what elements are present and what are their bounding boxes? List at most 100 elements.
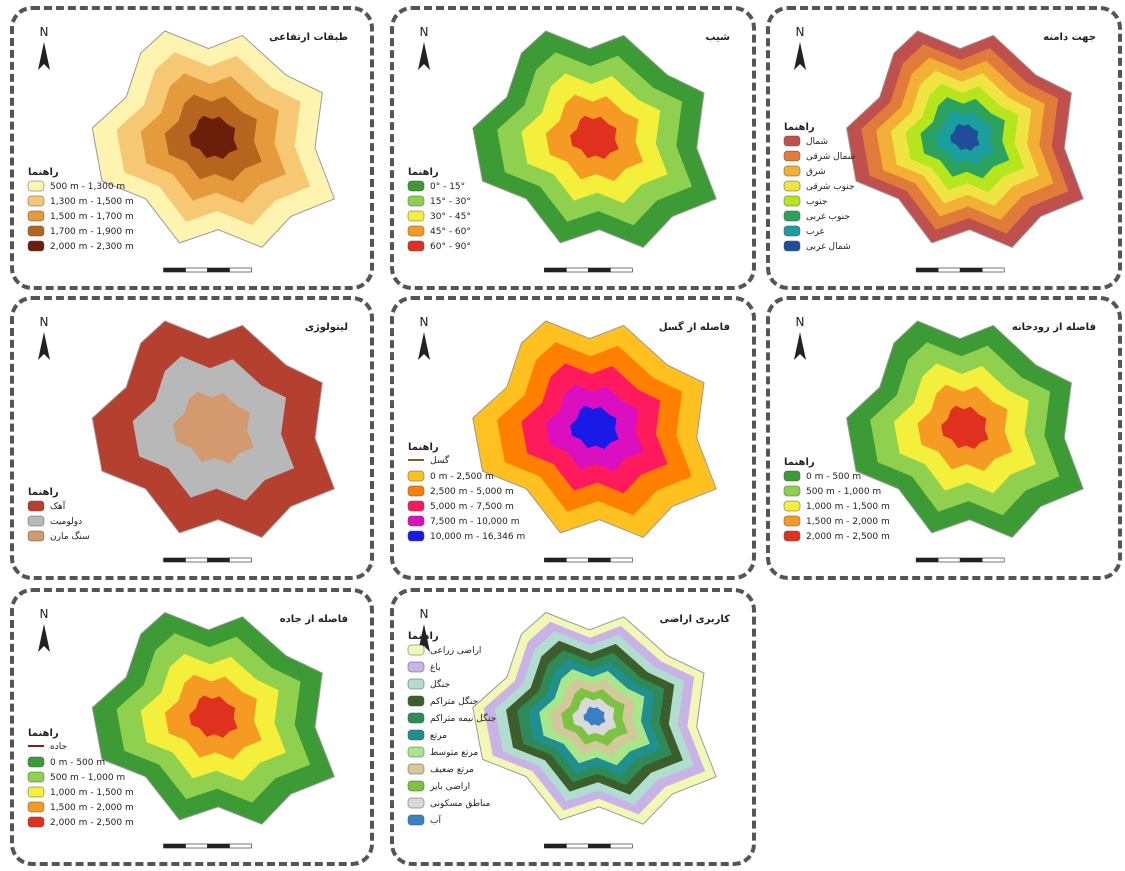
map-zone <box>941 405 989 449</box>
legend-title: راهنما <box>408 167 439 178</box>
legend-label: 1,500 m - 1,700 m <box>50 212 134 222</box>
map-zone <box>950 123 980 151</box>
legend-label: شمال شرقی <box>806 152 855 162</box>
legend-swatch <box>27 240 45 252</box>
legend-label: 7,500 m - 10,000 m <box>430 517 519 527</box>
legend-label: آهک <box>50 500 66 512</box>
north-arrow <box>38 42 50 70</box>
scale-bar <box>937 267 961 273</box>
legend-swatch <box>27 816 45 828</box>
legend-label: مرتع متوسط <box>430 748 478 758</box>
north-label: N <box>796 315 805 329</box>
scale-bar <box>207 267 230 273</box>
scale-bar <box>610 557 633 563</box>
legend-swatch <box>27 756 45 768</box>
legend-swatch <box>407 515 425 527</box>
legend-swatch <box>27 195 45 207</box>
legend-swatch <box>407 225 425 237</box>
legend-swatch <box>407 678 425 690</box>
legend-label: 60° - 90° <box>430 242 471 252</box>
map-title: فاصله از گسل <box>659 320 730 333</box>
scale-bar <box>163 557 186 563</box>
legend-swatch <box>407 644 425 656</box>
map: N طبقات ارتفاعی راهنما 500 m - 1,300 m 1,300… <box>27 25 348 273</box>
scale-bar <box>566 557 589 563</box>
scale-bar <box>229 267 252 273</box>
legend-label: 0 m - 500 m <box>806 472 861 482</box>
map-panel: N فاصله از جاده راهنما جاده 0 m - 500 m 500 m… <box>10 588 374 866</box>
scale-bar <box>544 843 567 849</box>
legend-label: مرتع <box>430 731 447 741</box>
legend-swatch <box>407 746 425 758</box>
legend-title: راهنما <box>408 631 439 642</box>
legend-swatch <box>783 135 801 147</box>
north-arrow <box>418 42 430 70</box>
legend-swatch <box>783 165 801 177</box>
north-label: N <box>40 315 49 329</box>
legend-swatch <box>407 712 425 724</box>
scale-bar <box>163 843 186 849</box>
map-panel: N لیتولوژی راهنما آهک دولومیت سنگ مارن <box>10 296 374 580</box>
legend-swatch <box>27 530 45 542</box>
north-arrow <box>418 332 430 360</box>
legend-label: شمال <box>806 137 828 147</box>
north-arrow <box>794 332 806 360</box>
legend-label: جنوب <box>806 197 827 207</box>
scale-bar <box>937 557 961 563</box>
legend-label: دولومیت <box>50 517 82 527</box>
legend-label: غرب <box>806 227 824 237</box>
north-arrow <box>38 624 50 652</box>
legend-label: جنگل <box>430 678 450 690</box>
legend-label: شرق <box>806 167 826 177</box>
legend-swatch <box>407 500 425 512</box>
legend-swatch <box>783 225 801 237</box>
map-panel: N فاصله از گسل راهنما گسل 0 m - 2,500 m 2,500… <box>390 296 756 580</box>
scale-bar <box>207 843 230 849</box>
map-title: کاربری اراضی <box>660 614 731 625</box>
legend-title: راهنما <box>784 122 815 133</box>
scale-bar <box>588 557 611 563</box>
legend-label: جنوب غربی <box>806 212 850 222</box>
map-title: لیتولوژی <box>305 322 348 333</box>
map-zone <box>189 695 238 738</box>
legend-label: 2,000 m - 2,500 m <box>806 532 890 542</box>
legend-label: 5,000 m - 7,500 m <box>430 502 514 512</box>
legend-swatch <box>407 470 425 482</box>
legend-swatch <box>407 780 425 792</box>
scale-bar <box>544 557 567 563</box>
map: N فاصله از رودخانه راهنما 0 m - 500 m 500 m … <box>783 315 1096 563</box>
legend-swatch <box>407 695 425 707</box>
legend-label: 2,000 m - 2,500 m <box>50 818 134 828</box>
legend-swatch <box>407 485 425 497</box>
legend-label: 0 m - 500 m <box>50 758 105 768</box>
legend-swatch <box>783 500 801 512</box>
scale-bar <box>185 267 208 273</box>
legend-label: 500 m - 1,000 m <box>50 773 125 783</box>
scale-bar <box>610 843 633 849</box>
legend-swatch <box>407 729 425 741</box>
legend-swatch <box>783 150 801 162</box>
legend-swatch <box>27 771 45 783</box>
legend-swatch <box>27 180 45 192</box>
scale-bar <box>959 267 983 273</box>
legend-label: جنگل نیمه متراکم <box>430 712 496 724</box>
legend-label: جنوب شرقی <box>806 182 855 192</box>
legend-swatch <box>407 180 425 192</box>
legend-label: 500 m - 1,000 m <box>806 487 881 497</box>
scale-bar <box>229 843 252 849</box>
legend-label: 45° - 60° <box>430 227 471 237</box>
legend-title: راهنما <box>28 487 59 498</box>
legend-label: سنگ مارن <box>50 530 90 542</box>
legend-swatch <box>407 797 425 809</box>
legend-label: 1,300 m - 1,500 m <box>50 197 134 207</box>
legend-label: 30° - 45° <box>430 212 471 222</box>
legend-swatch <box>783 470 801 482</box>
legend-swatch <box>783 180 801 192</box>
scale-bar <box>207 557 230 563</box>
map-zone <box>570 405 619 449</box>
legend-swatch <box>407 763 425 775</box>
legend-label: اراضی زراعی <box>430 646 481 656</box>
scale-bar <box>544 267 567 273</box>
scale-bar <box>610 267 633 273</box>
